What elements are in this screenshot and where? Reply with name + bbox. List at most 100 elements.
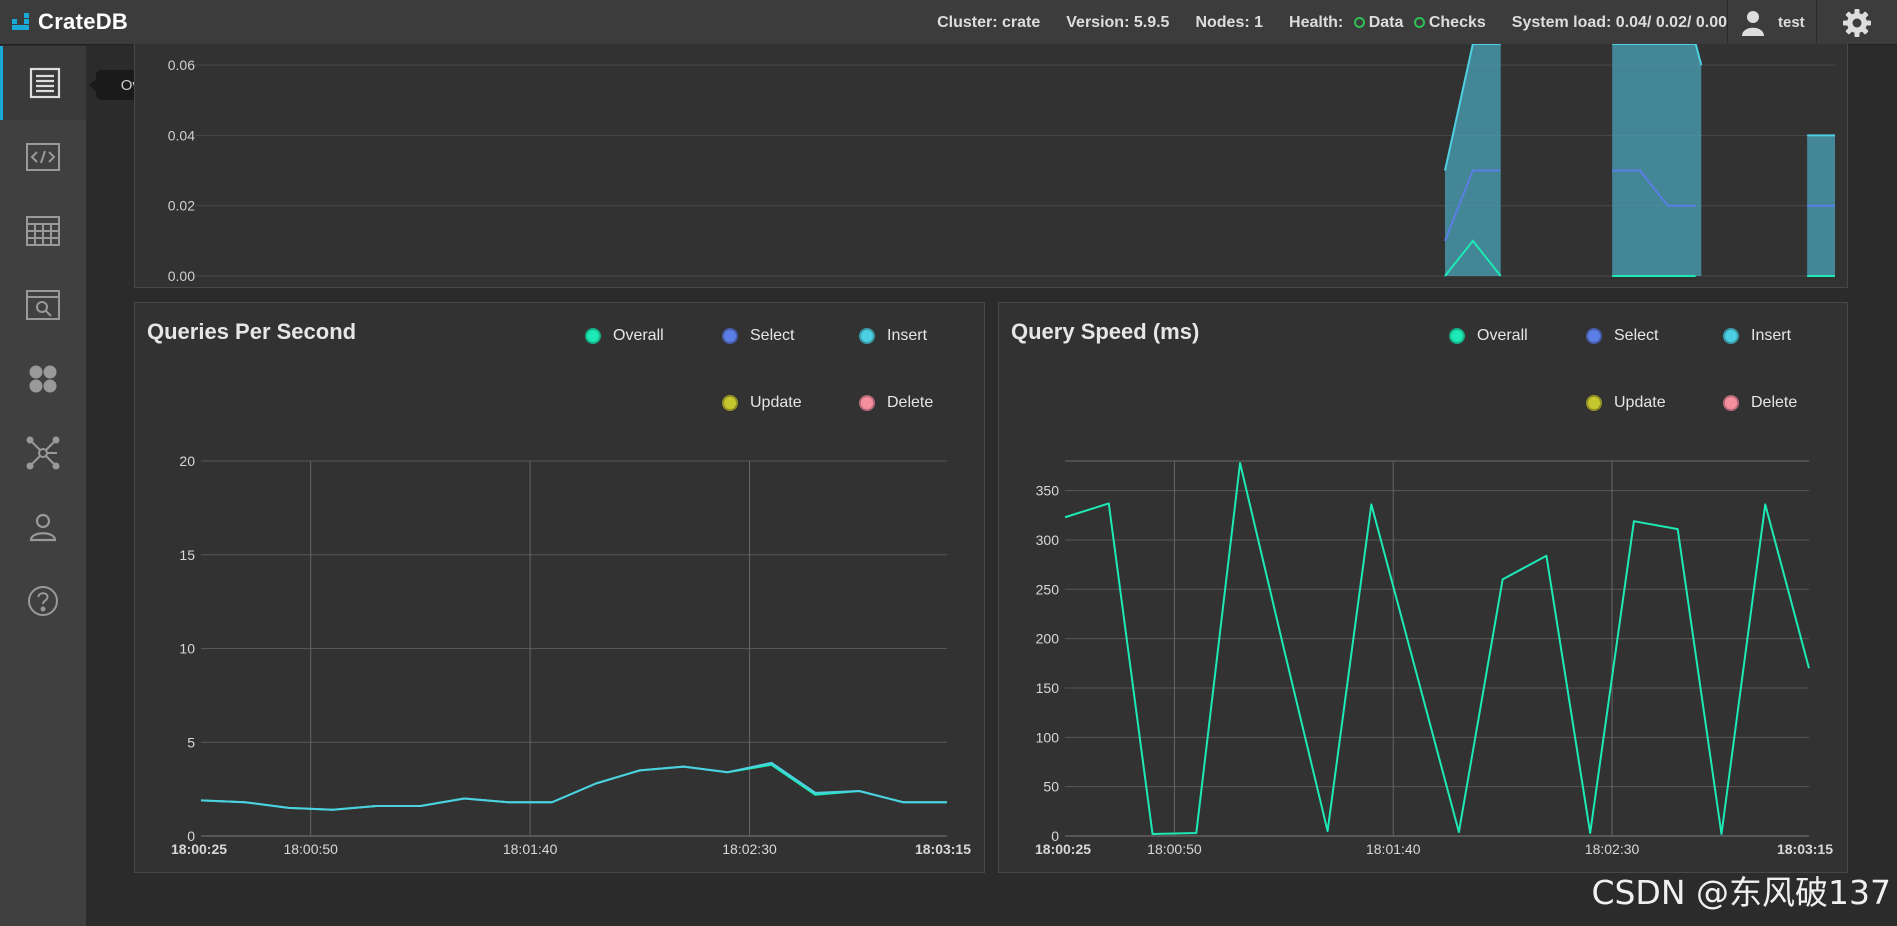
y-tick-label: 0 (187, 828, 195, 844)
legend-delete[interactable]: Delete (859, 394, 933, 412)
legend-select[interactable]: Select (722, 327, 794, 345)
sidebar-item-overview[interactable] (0, 46, 86, 120)
legend-update-dot (1586, 395, 1602, 411)
overall-series-line (1064, 461, 1810, 836)
legend-select-dot (722, 328, 738, 344)
health-data-label: Data (1368, 13, 1404, 31)
sidebar-item-help[interactable] (0, 564, 86, 638)
sidebar-item-views[interactable] (0, 268, 86, 342)
load-chart: 0.00 0.02 0.04 0.06 (168, 43, 1835, 284)
legend-delete-dot (859, 395, 875, 411)
x-tick-label: 18:00:50 (1147, 841, 1202, 857)
brand[interactable]: CrateDB (0, 0, 128, 45)
sidebar-item-console[interactable] (0, 120, 86, 194)
cluster-info: Cluster: crate Version: 5.9.5 Nodes: 1 H… (911, 0, 1727, 45)
x-tick-label: 18:00:50 (283, 841, 338, 857)
x-tick-label: 18:01:40 (1366, 841, 1421, 857)
y-tick-label: 100 (1036, 729, 1060, 745)
shards-icon (29, 365, 57, 393)
checks-health-icon (1413, 16, 1425, 28)
legend-insert-label: Insert (1751, 327, 1792, 344)
y-tick-label: 150 (1036, 680, 1060, 696)
overview-icon (29, 67, 60, 99)
select-series-line (1612, 169, 1696, 207)
legend-overall-label: Overall (613, 327, 664, 344)
query-speed-title: Query Speed (ms) (1011, 319, 1200, 344)
gear-icon (1843, 8, 1871, 37)
legend-delete-dot (1723, 395, 1739, 411)
y-tick-label: 200 (1036, 631, 1060, 647)
y-tick-label: 0.06 (168, 57, 195, 73)
legend-select[interactable]: Select (1586, 327, 1658, 345)
queries-per-second-chart: 0 5 10 15 20 18:00:25 18:00:50 18:01:40 18:02:30… (171, 453, 971, 857)
insert-series-line (1612, 43, 1703, 66)
y-tick-label: 50 (1043, 779, 1059, 795)
legend-insert-label: Insert (887, 327, 928, 344)
watermark: CSDN @东风破137 (1591, 873, 1891, 912)
legend-delete[interactable]: Delete (1723, 394, 1797, 412)
insert-area (1445, 44, 1501, 276)
sidebar-item-tables[interactable] (0, 194, 86, 268)
x-tick-label: 18:03:15 (915, 841, 971, 857)
legend-overall[interactable]: Overall (1449, 327, 1528, 345)
legend-select-label: Select (750, 327, 795, 344)
cratedb-logo-icon (12, 13, 30, 31)
y-tick-label: 15 (179, 547, 195, 563)
user-name: test (1778, 14, 1805, 31)
top-bar: CrateDB Cluster: crate Version: 5.9.5 No… (0, 0, 1897, 45)
query-speed-panel: Query Speed (ms) Overall Select Insert U… (998, 302, 1848, 873)
legend-select-dot (1586, 328, 1602, 344)
y-tick-label: 300 (1036, 532, 1060, 548)
help-icon (28, 586, 58, 616)
y-tick-label: 0.02 (168, 198, 195, 214)
cluster-icon (26, 436, 60, 470)
tables-icon (26, 216, 60, 246)
load-chart-panel: 0.00 0.02 0.04 0.06 (134, 43, 1848, 288)
legend-delete-label: Delete (887, 394, 934, 411)
legend-update-label: Update (1614, 394, 1666, 411)
x-tick-label: 18:02:30 (722, 841, 777, 857)
legend-update-dot (722, 395, 738, 411)
legend-update[interactable]: Update (1586, 394, 1666, 412)
console-icon (26, 143, 60, 171)
select-series-line (1444, 169, 1501, 242)
legend-overall-dot (585, 328, 601, 344)
sidebar-item-shards[interactable] (0, 342, 86, 416)
y-tick-label: 0.00 (168, 268, 195, 284)
insert-area (1612, 44, 1702, 276)
legend-overall-dot (1449, 328, 1465, 344)
legend-select-label: Select (1614, 327, 1659, 344)
y-tick-label: 20 (179, 453, 195, 469)
version: Version: 5.9.5 (1066, 13, 1170, 31)
legend-insert[interactable]: Insert (1723, 327, 1791, 345)
legend-update-label: Update (750, 394, 802, 411)
settings-button[interactable] (1817, 0, 1897, 45)
overall-series-line (1444, 239, 1502, 277)
legend-insert-dot (1723, 328, 1739, 344)
legend-insert-dot (859, 328, 875, 344)
legend-overall-label: Overall (1477, 327, 1528, 344)
y-tick-label: 250 (1036, 581, 1060, 597)
insert-series-line (1444, 43, 1501, 171)
query-speed-chart: 0 50 100 150 200 250 300 350 18:00:25 18:00:50 18:… (1035, 460, 1833, 857)
x-tick-label: 18:01:40 (503, 841, 558, 857)
sidebar-item-users[interactable] (0, 490, 86, 564)
queries-per-second-panel: Queries Per Second Overall Select Insert… (134, 302, 985, 873)
queries-per-second-title: Queries Per Second (147, 319, 357, 344)
user-menu[interactable]: test (1727, 0, 1817, 45)
legend-overall[interactable]: Overall (585, 327, 664, 345)
health-checks-label: Checks (1428, 13, 1486, 31)
legend-update[interactable]: Update (722, 394, 802, 412)
cluster-name: Cluster: crate (937, 13, 1041, 31)
x-tick-label: 18:02:30 (1585, 841, 1640, 857)
data-health-icon (1353, 16, 1365, 28)
x-tick-label: 18:00:25 (1035, 841, 1091, 857)
y-tick-label: 0.04 (168, 127, 195, 143)
sidebar (0, 46, 86, 926)
users-icon (29, 513, 57, 542)
sidebar-item-cluster[interactable] (0, 416, 86, 490)
legend-insert[interactable]: Insert (859, 327, 927, 345)
insert-series-line (200, 761, 947, 811)
y-tick-label: 0 (1051, 828, 1059, 844)
x-tick-label: 18:00:25 (171, 841, 227, 857)
